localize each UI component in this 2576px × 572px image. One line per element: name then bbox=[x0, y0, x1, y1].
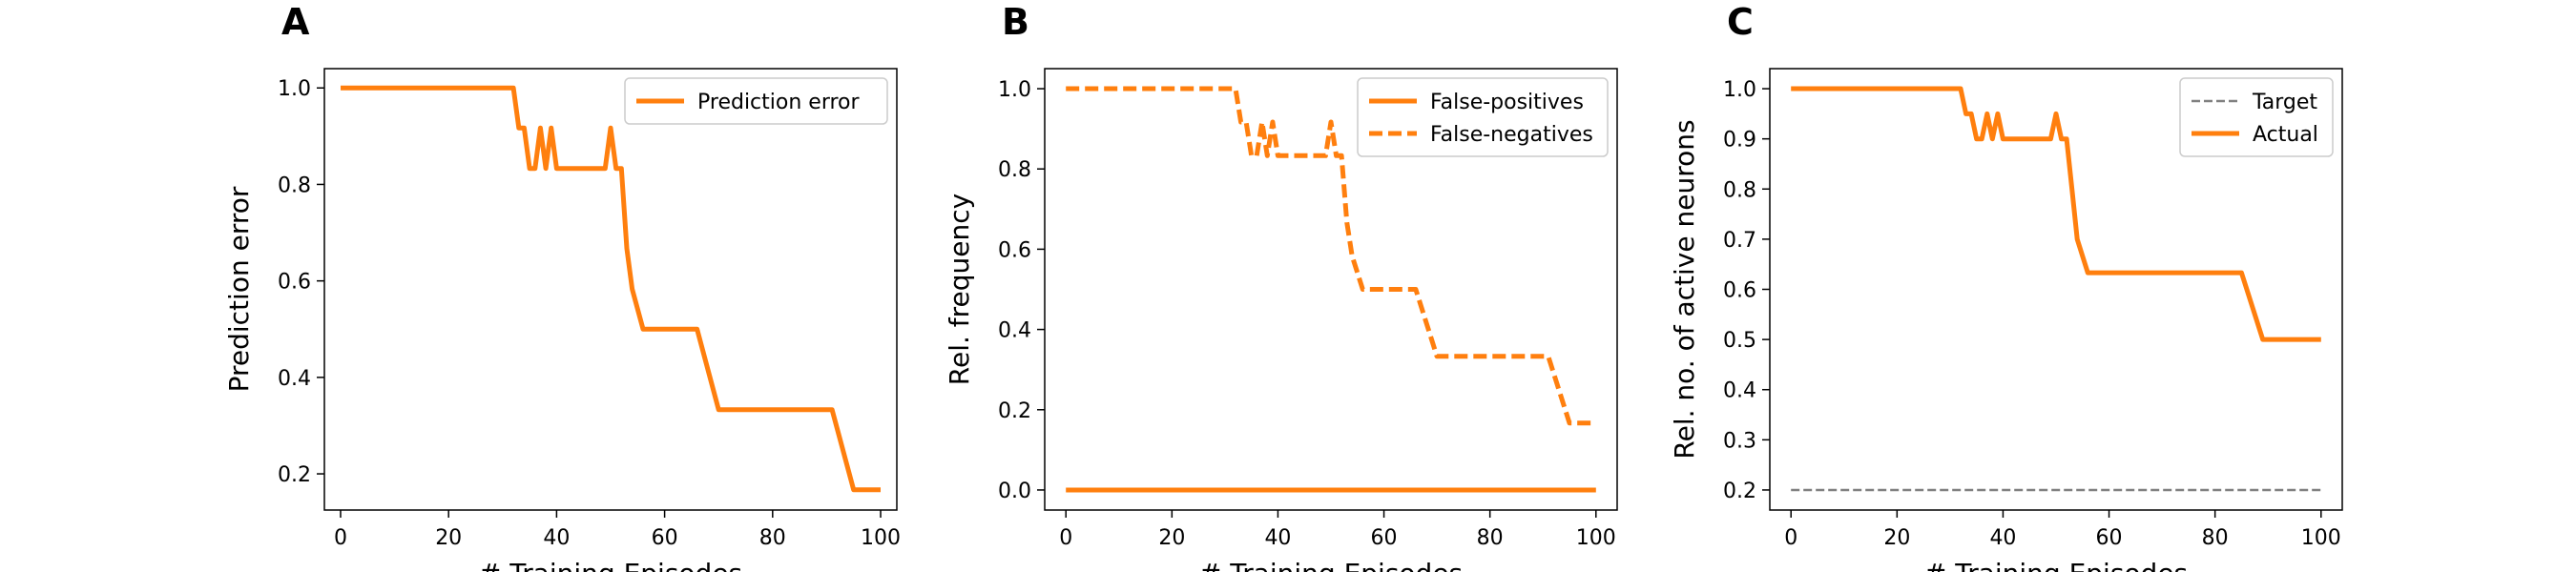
y-tick-label: 1.0 bbox=[998, 78, 1031, 102]
legend-label: Prediction error bbox=[697, 91, 860, 114]
panel-letter: B bbox=[1002, 1, 1029, 43]
x-axis-title: # Training Episodes bbox=[1199, 558, 1463, 572]
legend-box bbox=[624, 77, 888, 125]
y-tick-label: 1.0 bbox=[1723, 78, 1756, 102]
y-tick-label: 0.7 bbox=[1723, 229, 1756, 253]
y-tick-label: 0.2 bbox=[1723, 480, 1756, 503]
plot-frame bbox=[323, 68, 898, 511]
x-tick-label: 100 bbox=[2301, 526, 2341, 550]
x-tick-label: 20 bbox=[435, 526, 462, 550]
y-tick-label: 0.8 bbox=[1723, 178, 1756, 202]
x-tick-label: 80 bbox=[2202, 526, 2229, 550]
panel-letter: A bbox=[281, 1, 310, 43]
x-axis-title: # Training Episodes bbox=[479, 558, 742, 572]
y-tick-label: 0.4 bbox=[998, 319, 1031, 343]
x-tick-label: 0 bbox=[334, 526, 347, 550]
legend-label: Target bbox=[2252, 91, 2317, 114]
x-tick-label: 80 bbox=[1477, 526, 1504, 550]
series-line-actual bbox=[1791, 86, 2321, 342]
y-tick-label: 0.9 bbox=[1723, 129, 1756, 153]
series-line-false-negatives bbox=[1066, 86, 1596, 426]
y-tick-label: 0.6 bbox=[1723, 279, 1756, 303]
legend-label: False-positives bbox=[1430, 91, 1584, 114]
series-line-prediction-error bbox=[341, 85, 881, 493]
y-tick-label: 0.8 bbox=[998, 158, 1031, 182]
x-tick-label: 60 bbox=[2096, 526, 2123, 550]
y-tick-label: 0.6 bbox=[998, 238, 1031, 262]
x-tick-label: 20 bbox=[1158, 526, 1185, 550]
x-tick-label: 40 bbox=[1989, 526, 2016, 550]
legend: Target Actual bbox=[2179, 77, 2334, 157]
panel-c: 0 20 40 60 80 100 0.2 0.3 0.4 0.5 0.6 0.7 0.8 0.9 1.0 #… bbox=[1669, 1, 2343, 572]
y-tick-label: 1.0 bbox=[278, 77, 311, 101]
y-tick-label: 0.3 bbox=[1723, 429, 1756, 453]
legend-label: Actual bbox=[2253, 123, 2318, 147]
x-tick-label: 40 bbox=[543, 526, 570, 550]
plot-frame bbox=[1044, 68, 1618, 511]
x-tick-label: 60 bbox=[652, 526, 678, 550]
y-tick-label: 0.0 bbox=[998, 480, 1031, 503]
legend-box bbox=[1357, 77, 1609, 157]
y-axis-title: Prediction error bbox=[223, 186, 255, 392]
panel-a: 0 20 40 60 80 100 0.2 0.4 0.6 0.8 1.0 # Training Ep… bbox=[223, 1, 901, 572]
x-tick-label: 40 bbox=[1264, 526, 1291, 550]
y-tick-label: 0.8 bbox=[278, 174, 311, 197]
x-tick-label: 0 bbox=[1059, 526, 1072, 550]
x-tick-label: 100 bbox=[861, 526, 901, 550]
y-tick-label: 0.2 bbox=[278, 463, 311, 487]
y-axis-title: Rel. no. of active neurons bbox=[1669, 119, 1700, 459]
x-tick-label: 80 bbox=[759, 526, 786, 550]
y-tick-label: 0.5 bbox=[1723, 329, 1756, 353]
y-tick-label: 0.2 bbox=[998, 399, 1031, 423]
legend: False-positives False-negatives bbox=[1357, 77, 1609, 157]
legend-label: False-negatives bbox=[1430, 123, 1593, 147]
y-tick-label: 0.4 bbox=[1723, 379, 1756, 403]
legend: Prediction error bbox=[624, 77, 888, 125]
x-axis-title: # Training Episodes bbox=[1924, 558, 2188, 572]
y-tick-label: 0.4 bbox=[278, 367, 311, 391]
legend-box bbox=[2179, 77, 2334, 157]
y-tick-label: 0.6 bbox=[278, 271, 311, 295]
x-tick-label: 20 bbox=[1883, 526, 1910, 550]
panel-letter: C bbox=[1727, 1, 1754, 43]
x-tick-label: 0 bbox=[1784, 526, 1797, 550]
x-tick-label: 60 bbox=[1371, 526, 1398, 550]
y-axis-title: Rel. frequency bbox=[944, 194, 975, 385]
panel-b: 0 20 40 60 80 100 0.0 0.2 0.4 0.6 0.8 1.0 # Training… bbox=[944, 1, 1618, 572]
x-tick-label: 100 bbox=[1576, 526, 1616, 550]
